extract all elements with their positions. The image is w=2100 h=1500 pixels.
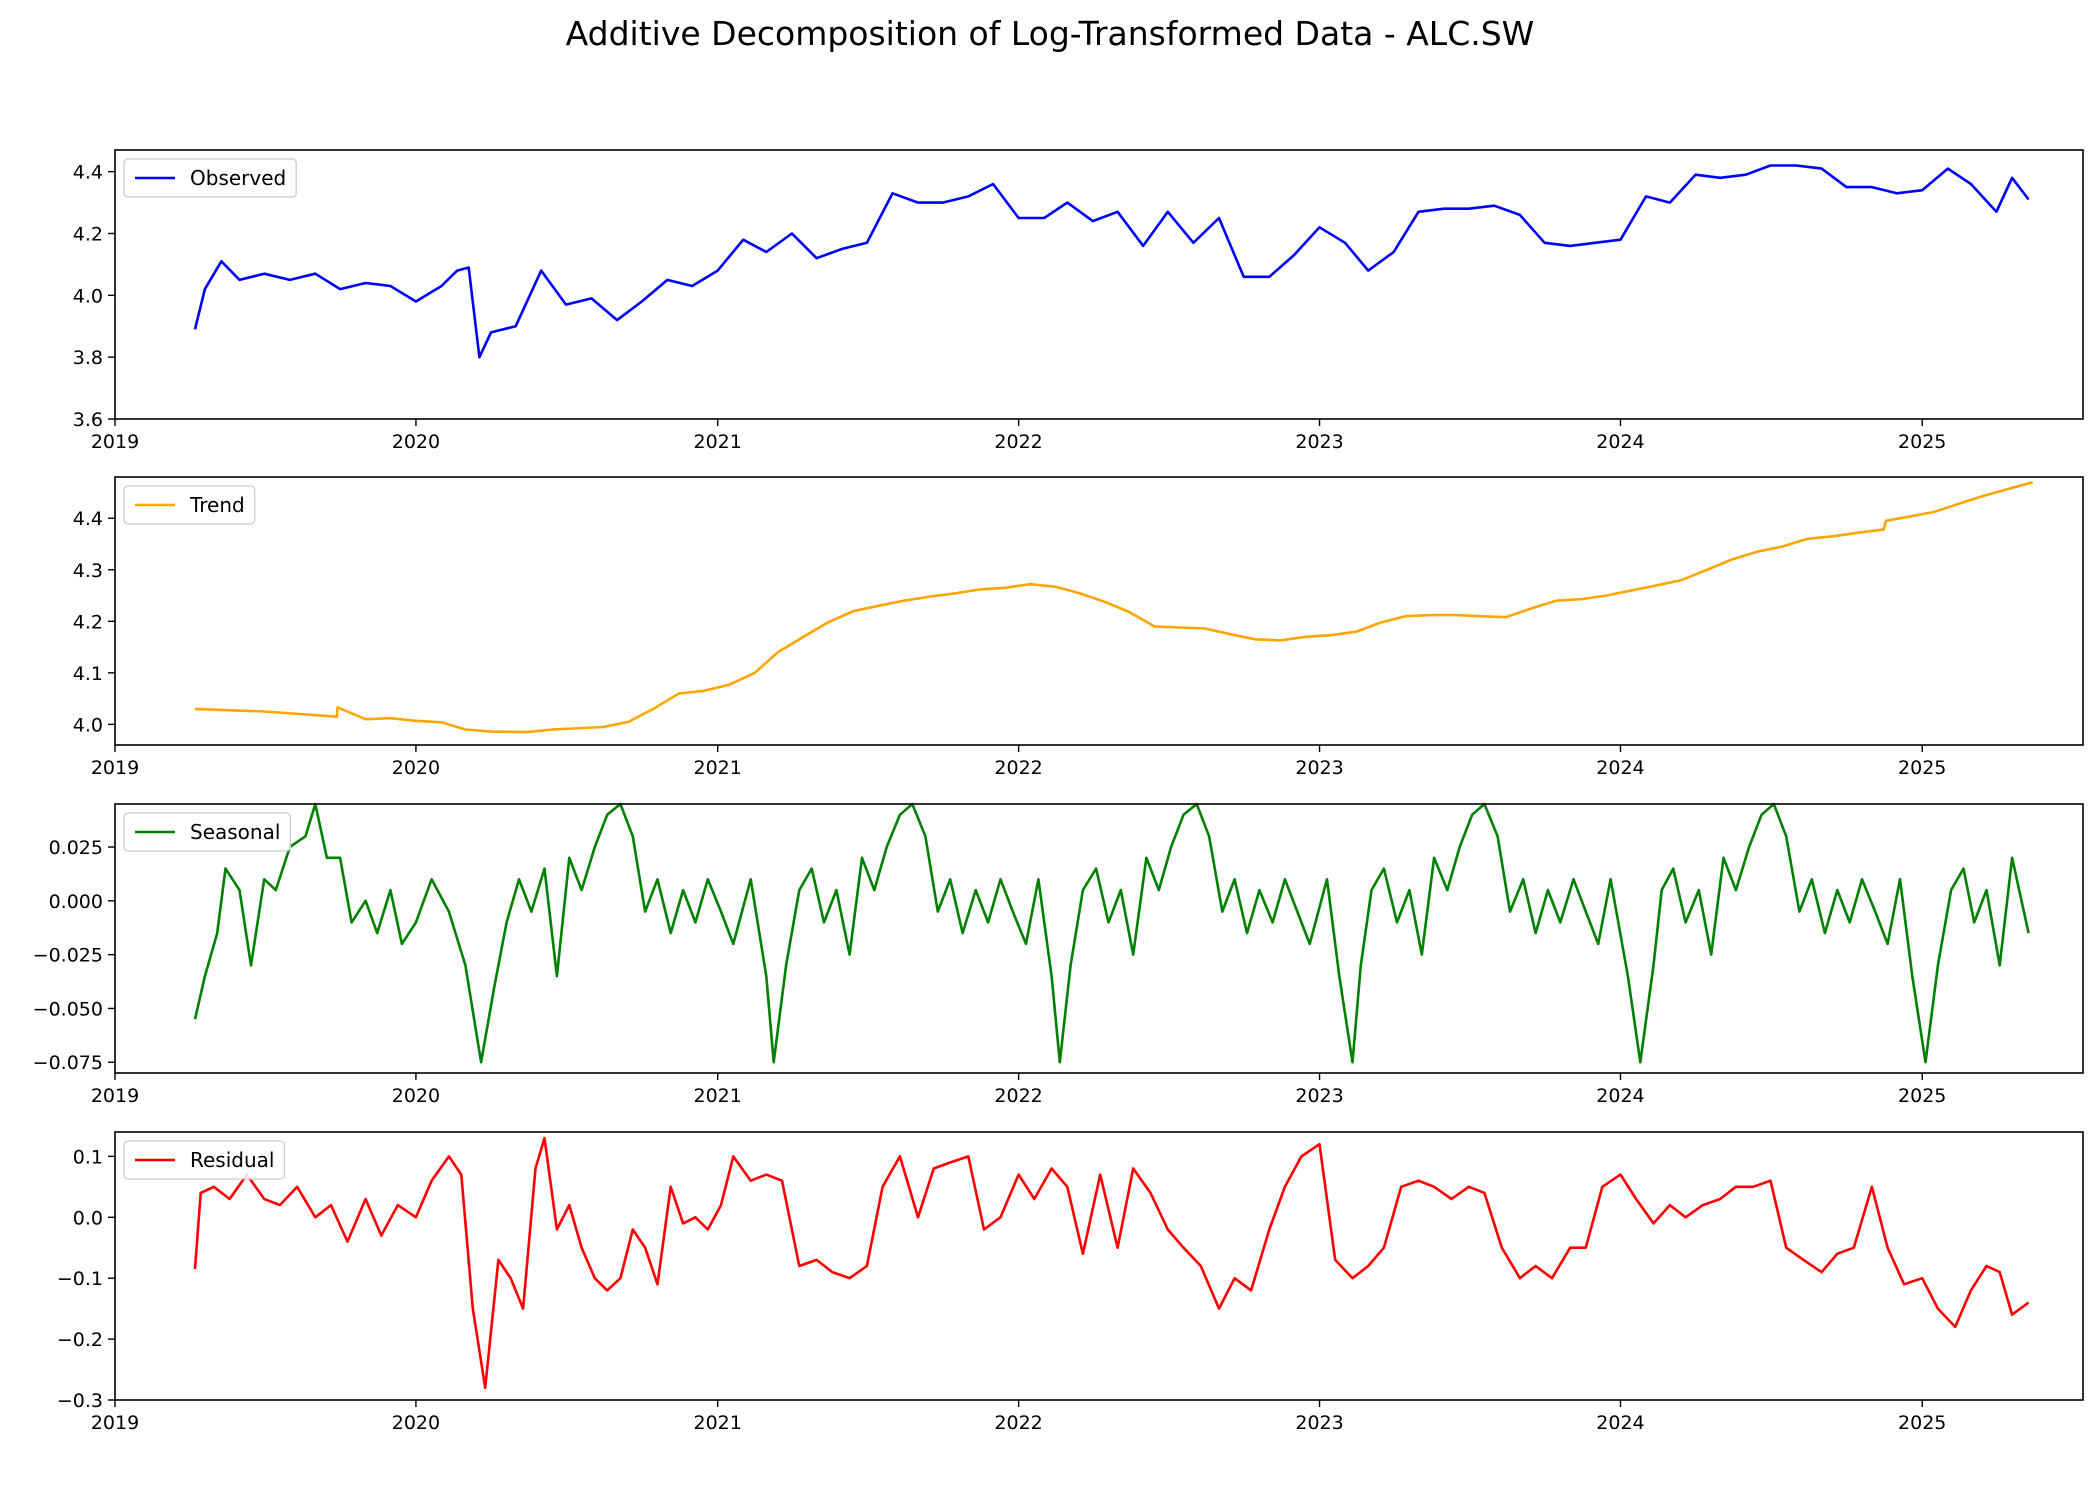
residual-y-tick-label-0-1: −0.1 [57, 1268, 103, 1290]
observed-panel: 2019 2020 2021 2022 2023 2024 2025 3.6 3.8 4.0 4.2… [73, 149, 2084, 453]
trend-y-tick-label-4-1: 4.1 [73, 663, 103, 685]
trend-y-tick-label-4-4: 4.4 [73, 508, 103, 530]
residual-x-tick-label-2025: 2025 [1898, 1412, 1946, 1434]
seasonal-y-tick-label-0-050: −0.050 [33, 998, 103, 1020]
seasonal-panel: 2019 2020 2021 2022 2023 2024 2025 0.025 0.000 −0… [33, 802, 2084, 1107]
panels: 2019 2020 2021 2022 2023 2024 2025 3.6 3.8 4.0 4.2… [33, 149, 2084, 1434]
observed-y-tick-label-4-2: 4.2 [73, 223, 103, 245]
seasonal-x-tick-label-2021: 2021 [694, 1085, 742, 1107]
observed-x-tick-label-2021: 2021 [694, 431, 742, 453]
trend-panel: 2019 2020 2021 2022 2023 2024 2025 4.0 4.1 4.2 4.3… [73, 476, 2084, 779]
observed-x-tick-label-2024: 2024 [1596, 431, 1644, 453]
residual-x-tick-label-2024: 2024 [1596, 1412, 1644, 1434]
seasonal-y-tick-label-0-025: −0.025 [33, 945, 103, 967]
observed-y-tick-label-3-6: 3.6 [73, 409, 103, 431]
seasonal-x-tick-label-2023: 2023 [1295, 1085, 1343, 1107]
trend-x-tick-label-2021: 2021 [694, 757, 742, 779]
seasonal-y-tick-label-0-075: −0.075 [33, 1052, 103, 1074]
residual-x-tick-label-2023: 2023 [1295, 1412, 1343, 1434]
observed-series-line [193, 164, 2030, 359]
trend-legend: Trend [123, 485, 256, 525]
observed-legend-label: Observed [190, 166, 286, 190]
observed-x-tick-label-2023: 2023 [1295, 431, 1343, 453]
seasonal-legend: Seasonal [123, 812, 292, 852]
trend-y-tick-label-4-3: 4.3 [73, 560, 103, 582]
observed-y-tick-label-4-0: 4.0 [73, 285, 103, 307]
residual-legend: Residual [123, 1140, 286, 1180]
residual-x-tick-label-2020: 2020 [392, 1412, 440, 1434]
observed-y-tick-label-4-4: 4.4 [73, 162, 103, 184]
residual-legend-label: Residual [190, 1148, 274, 1172]
trend-series-line [194, 480, 2034, 734]
residual-y-tick-label-0-0: 0.0 [73, 1207, 103, 1229]
trend-x-tick-label-2025: 2025 [1898, 757, 1946, 779]
residual-panel: 2019 2020 2021 2022 2023 2024 2025 0.1 0.0 −0.1 −0… [57, 1131, 2084, 1434]
trend-axes-frame [114, 476, 2084, 746]
seasonal-x-tick-label-2022: 2022 [994, 1085, 1042, 1107]
residual-axes-frame [114, 1131, 2084, 1401]
seasonal-x-tick-label-2020: 2020 [392, 1085, 440, 1107]
residual-x-tick-label-2021: 2021 [694, 1412, 742, 1434]
trend-legend-box [123, 485, 256, 525]
seasonal-x-tick-label-2019: 2019 [91, 1085, 139, 1107]
residual-x-tick-label-2022: 2022 [994, 1412, 1042, 1434]
residual-series-line [193, 1136, 2030, 1390]
observed-x-tick-label-2019: 2019 [91, 431, 139, 453]
residual-legend-box [123, 1140, 286, 1180]
trend-y-tick-label-4-2: 4.2 [73, 611, 103, 633]
trend-x-tick-label-2024: 2024 [1596, 757, 1644, 779]
trend-x-tick-label-2023: 2023 [1295, 757, 1343, 779]
observed-x-tick-label-2022: 2022 [994, 431, 1042, 453]
figure-title: Additive Decomposition of Log-Transforme… [566, 14, 1535, 53]
seasonal-legend-box [123, 812, 292, 852]
observed-x-tick-label-2025: 2025 [1898, 431, 1946, 453]
residual-y-tick-label-0-1: 0.1 [73, 1146, 103, 1168]
seasonal-x-tick-label-2024: 2024 [1596, 1085, 1644, 1107]
observed-axes-frame [114, 149, 2084, 420]
trend-x-tick-label-2022: 2022 [994, 757, 1042, 779]
trend-x-tick-label-2020: 2020 [392, 757, 440, 779]
seasonal-y-tick-label-0-025: 0.025 [49, 837, 103, 859]
residual-y-tick-label-0-2: −0.2 [57, 1329, 103, 1351]
residual-y-tick-label-0-3: −0.3 [57, 1390, 103, 1412]
trend-x-tick-label-2019: 2019 [91, 757, 139, 779]
seasonal-legend-label: Seasonal [190, 820, 280, 844]
seasonal-series-line [193, 802, 2030, 1064]
seasonal-x-tick-label-2025: 2025 [1898, 1085, 1946, 1107]
residual-x-tick-label-2019: 2019 [91, 1412, 139, 1434]
trend-legend-label: Trend [189, 493, 245, 517]
seasonal-y-tick-label-0-000: 0.000 [49, 891, 103, 913]
trend-y-tick-label-4-0: 4.0 [73, 714, 103, 736]
observed-y-tick-label-3-8: 3.8 [73, 347, 103, 369]
observed-legend-box [123, 158, 297, 198]
observed-legend: Observed [123, 158, 297, 198]
seasonal-axes-frame [114, 803, 2084, 1074]
observed-x-tick-label-2020: 2020 [392, 431, 440, 453]
